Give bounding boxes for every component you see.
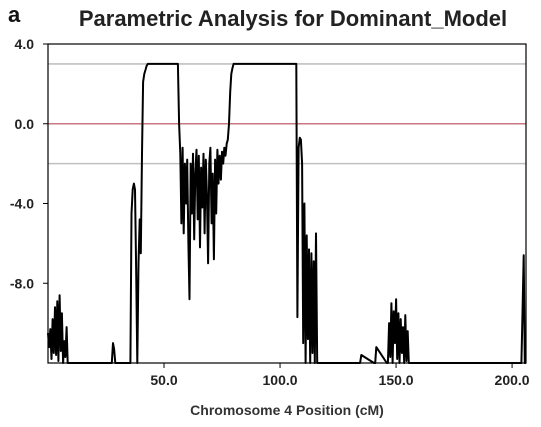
y-axis: 4.0 0.0 -4.0 -8.0	[10, 36, 48, 291]
y-tick-label: -8.0	[10, 275, 34, 291]
reference-lines	[48, 63, 526, 165]
x-tick-label: 200.0	[495, 372, 530, 388]
x-axis-label: Chromosome 4 Position (cM)	[190, 402, 384, 418]
y-tick-label: -4.0	[10, 196, 34, 212]
chart-title: Parametric Analysis for Dominant_Model	[78, 6, 508, 31]
x-tick-label: 50.0	[150, 372, 177, 388]
series-line-0	[47, 62, 526, 364]
panel-label: a	[8, 2, 21, 27]
x-tick-label: 100.0	[263, 372, 298, 388]
x-tick-label: 150.0	[379, 372, 414, 388]
x-axis: 50.0 100.0 150.0 200.0	[150, 363, 530, 388]
series-layer	[47, 62, 526, 364]
y-tick-label: 4.0	[15, 36, 35, 52]
y-tick-label: 0.0	[15, 116, 35, 132]
plot-frame	[47, 43, 527, 364]
